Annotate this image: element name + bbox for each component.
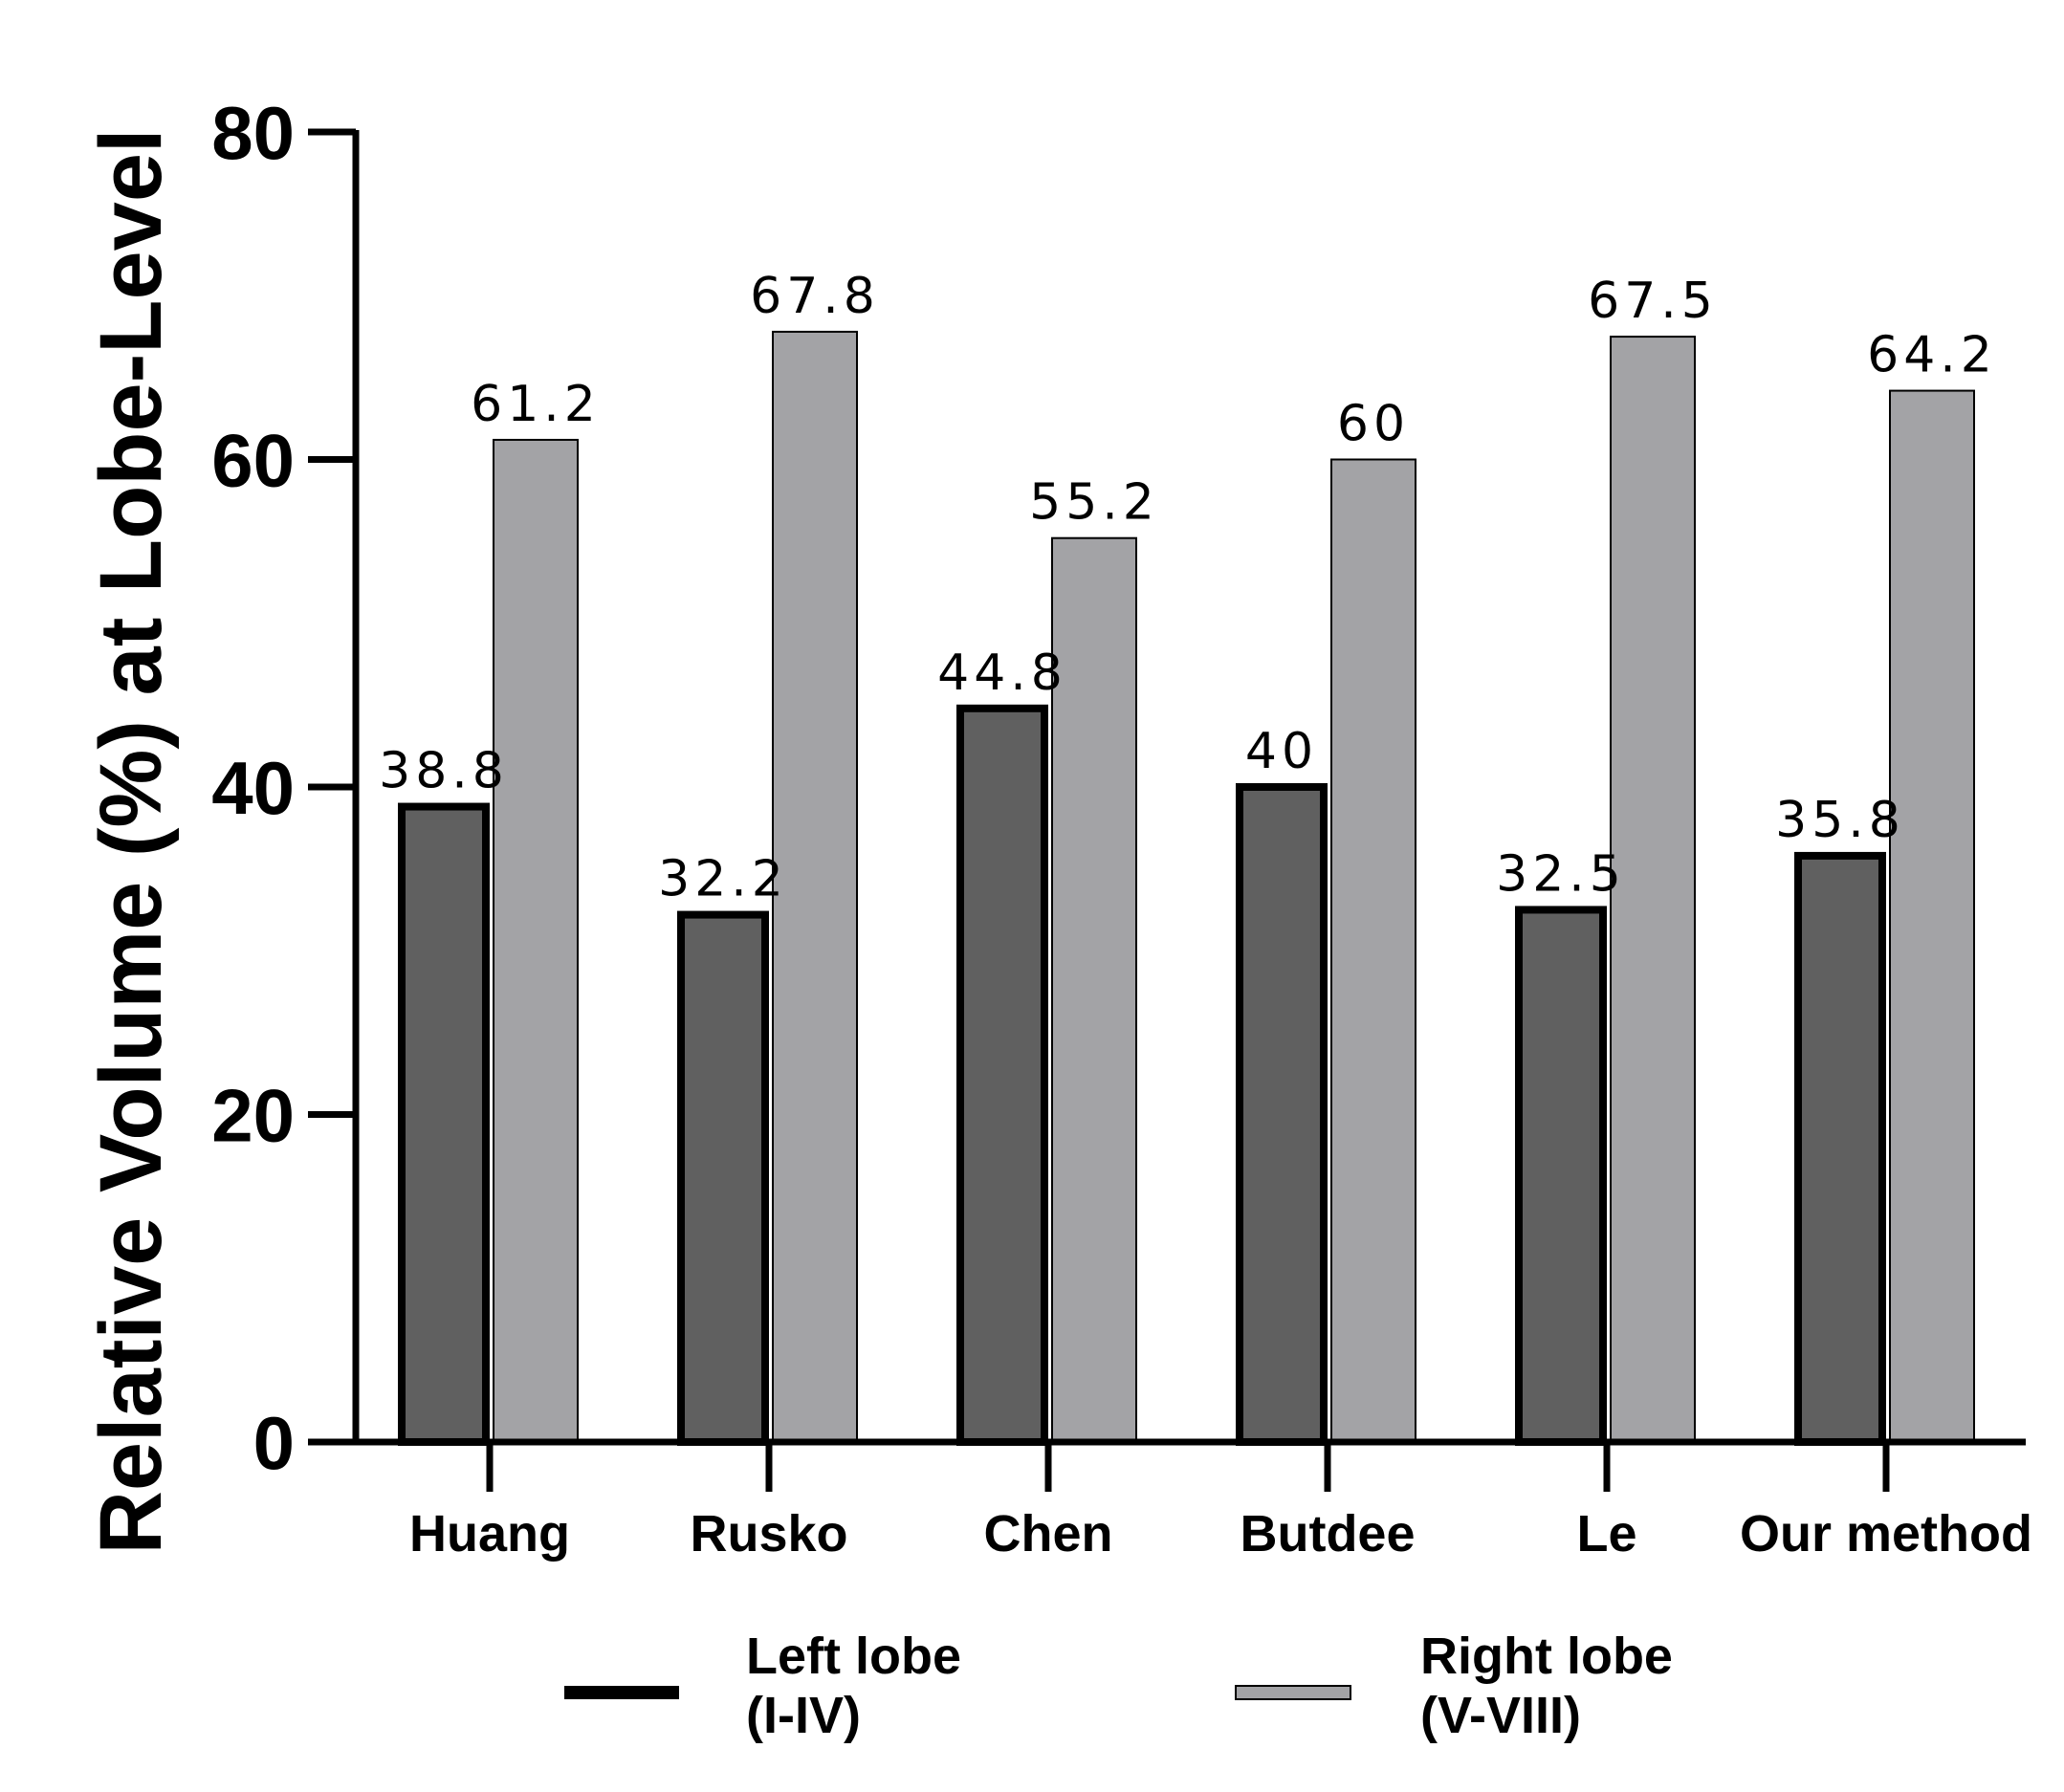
bar-value-label: 67.5	[1588, 273, 1718, 330]
bar-value-label: 64.2	[1867, 327, 1997, 384]
bars	[398, 330, 1975, 1446]
bar-left-lobe	[1794, 851, 1886, 1446]
bar-left-lobe	[956, 704, 1048, 1446]
bar-left-lobe	[677, 910, 769, 1446]
y-tick-label: 0	[253, 1401, 295, 1485]
bar-right-lobe	[493, 438, 579, 1444]
x-tick-label: Le	[1576, 1505, 1636, 1563]
bar-value-label: 32.2	[658, 851, 788, 908]
y-axis: 0 20 40 60 80	[211, 91, 360, 1485]
bar-right-lobe	[1610, 336, 1696, 1443]
bar-left-lobe	[398, 802, 490, 1446]
bar-right-lobe	[1889, 389, 1975, 1444]
x-tick-label: Our method	[1740, 1505, 2032, 1563]
bar-value-label: 67.8	[750, 268, 880, 325]
bar-value-label: 61.2	[471, 376, 601, 433]
y-tick-label: 80	[211, 91, 295, 175]
legend-label: (I-IV)	[746, 1687, 861, 1744]
bar-value-label: 60	[1337, 396, 1410, 453]
x-tick-label: Chen	[984, 1505, 1113, 1563]
bar-value-label: 40	[1245, 723, 1318, 780]
legend-label: Left lobe	[746, 1628, 961, 1685]
x-tick-label: Rusko	[690, 1505, 847, 1563]
data-labels: 38.8 61.2 32.2 67.8 44.8 55.2 40 60 32.5 67.5 35.8…	[379, 268, 1997, 908]
bar-value-label: 32.5	[1496, 845, 1626, 903]
bar-left-lobe	[1515, 906, 1607, 1446]
legend: Left lobe(I-IV) Right lobe(V-VIII)	[564, 1628, 1673, 1744]
x-axis: Huang Rusko Chen Butdee Le Our method	[308, 1438, 2032, 1563]
x-tick-label: Huang	[409, 1505, 570, 1563]
bar-left-lobe	[1236, 783, 1328, 1446]
y-tick-label: 60	[211, 419, 295, 503]
bar-right-lobe	[1051, 536, 1137, 1443]
y-tick-label: 20	[211, 1074, 295, 1158]
bar-value-label: 38.8	[379, 743, 509, 800]
y-axis-title: Relative Volume (%) at Lobe-Level	[82, 128, 180, 1554]
bar-right-lobe	[1330, 458, 1416, 1443]
legend-label: (V-VIII)	[1420, 1687, 1581, 1744]
y-tick-label: 40	[211, 746, 295, 830]
bar-value-label: 44.8	[937, 645, 1067, 702]
legend-swatch-left-lobe	[564, 1686, 679, 1699]
legend-label: Right lobe	[1420, 1628, 1673, 1685]
legend-swatch-right-lobe	[1235, 1685, 1351, 1700]
bar-value-label: 35.8	[1775, 792, 1905, 849]
bar-value-label: 55.2	[1029, 474, 1159, 532]
x-tick-label: Butdee	[1240, 1505, 1415, 1563]
